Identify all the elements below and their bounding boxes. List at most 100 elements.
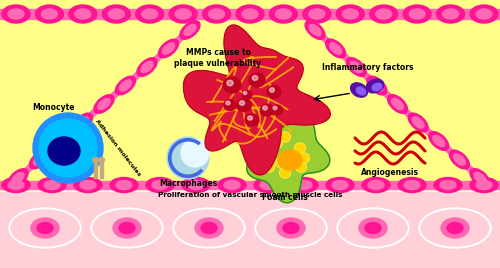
Ellipse shape <box>8 9 24 19</box>
Ellipse shape <box>296 181 312 189</box>
Text: Angiogenesis: Angiogenesis <box>361 168 419 177</box>
Ellipse shape <box>441 218 469 238</box>
Ellipse shape <box>296 144 304 152</box>
Ellipse shape <box>208 9 224 19</box>
Ellipse shape <box>116 181 132 189</box>
Ellipse shape <box>236 5 264 23</box>
Ellipse shape <box>280 168 290 178</box>
Ellipse shape <box>175 210 243 246</box>
Ellipse shape <box>226 101 230 105</box>
Ellipse shape <box>110 177 138 192</box>
Ellipse shape <box>409 9 425 19</box>
Text: Monocyte: Monocyte <box>32 103 74 112</box>
Ellipse shape <box>33 113 103 183</box>
Ellipse shape <box>278 150 302 170</box>
Ellipse shape <box>80 181 96 189</box>
Ellipse shape <box>454 154 466 165</box>
Polygon shape <box>247 117 330 203</box>
Ellipse shape <box>36 5 64 23</box>
Ellipse shape <box>254 177 282 192</box>
Ellipse shape <box>224 181 240 189</box>
Ellipse shape <box>476 9 492 19</box>
Ellipse shape <box>102 5 130 23</box>
Ellipse shape <box>309 9 325 19</box>
Ellipse shape <box>184 24 196 36</box>
Ellipse shape <box>350 61 362 73</box>
Ellipse shape <box>223 77 241 93</box>
Ellipse shape <box>162 43 174 54</box>
Ellipse shape <box>262 106 268 110</box>
Ellipse shape <box>442 9 458 19</box>
Ellipse shape <box>11 210 79 246</box>
Ellipse shape <box>44 181 60 189</box>
Ellipse shape <box>280 133 289 141</box>
Ellipse shape <box>92 158 98 162</box>
Ellipse shape <box>300 154 308 162</box>
Ellipse shape <box>267 85 281 99</box>
Ellipse shape <box>370 5 398 23</box>
Ellipse shape <box>286 154 294 162</box>
Ellipse shape <box>296 163 306 171</box>
Ellipse shape <box>242 9 258 19</box>
Ellipse shape <box>408 113 428 132</box>
Ellipse shape <box>249 73 265 87</box>
Ellipse shape <box>260 104 274 116</box>
Ellipse shape <box>296 162 306 172</box>
Ellipse shape <box>2 177 30 192</box>
Ellipse shape <box>330 43 342 54</box>
Ellipse shape <box>202 5 230 23</box>
Ellipse shape <box>180 21 200 39</box>
Ellipse shape <box>388 95 407 113</box>
Ellipse shape <box>337 208 409 248</box>
Ellipse shape <box>69 5 97 23</box>
Ellipse shape <box>236 99 252 111</box>
Ellipse shape <box>398 177 426 192</box>
Ellipse shape <box>38 177 66 192</box>
Ellipse shape <box>264 163 274 171</box>
Ellipse shape <box>218 177 246 192</box>
Text: Macrophages: Macrophages <box>159 179 217 188</box>
Ellipse shape <box>450 150 469 169</box>
Ellipse shape <box>309 24 321 36</box>
Ellipse shape <box>290 177 318 192</box>
Ellipse shape <box>142 9 158 19</box>
Ellipse shape <box>227 80 233 86</box>
Ellipse shape <box>368 181 384 189</box>
Ellipse shape <box>284 153 296 163</box>
Ellipse shape <box>276 159 285 167</box>
Ellipse shape <box>158 39 178 58</box>
Ellipse shape <box>434 177 462 192</box>
Ellipse shape <box>429 132 448 150</box>
Bar <box>100 160 103 178</box>
Ellipse shape <box>403 5 431 23</box>
Ellipse shape <box>365 222 381 233</box>
Ellipse shape <box>201 222 217 233</box>
Ellipse shape <box>146 177 174 192</box>
Ellipse shape <box>470 169 490 187</box>
Ellipse shape <box>419 208 491 248</box>
Ellipse shape <box>173 208 245 248</box>
Ellipse shape <box>476 181 492 189</box>
Ellipse shape <box>272 105 282 115</box>
Ellipse shape <box>332 181 348 189</box>
Ellipse shape <box>264 162 274 172</box>
Ellipse shape <box>75 9 91 19</box>
Ellipse shape <box>273 106 277 110</box>
Ellipse shape <box>242 91 252 99</box>
Ellipse shape <box>294 143 306 153</box>
Ellipse shape <box>350 83 368 97</box>
Ellipse shape <box>359 218 387 238</box>
Bar <box>94 160 97 178</box>
Ellipse shape <box>283 222 299 233</box>
Ellipse shape <box>245 114 259 126</box>
Ellipse shape <box>37 222 53 233</box>
Ellipse shape <box>169 5 197 23</box>
Ellipse shape <box>346 58 366 76</box>
Ellipse shape <box>188 181 204 189</box>
Ellipse shape <box>12 172 24 184</box>
Ellipse shape <box>339 210 407 246</box>
Text: Adhesion molecules: Adhesion molecules <box>94 119 142 177</box>
Ellipse shape <box>30 150 50 169</box>
Ellipse shape <box>270 88 274 92</box>
Ellipse shape <box>34 154 46 165</box>
